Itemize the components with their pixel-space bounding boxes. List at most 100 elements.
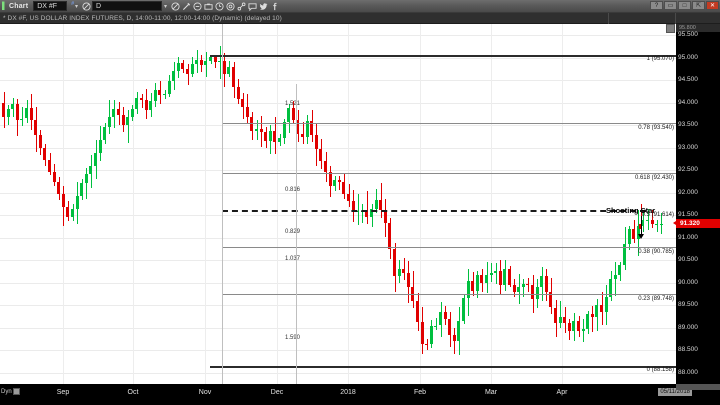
candle-body [218,61,222,63]
retracement-ratio-label: 1.037 [285,256,301,263]
candle-body [66,207,70,218]
axis-settings-button[interactable] [666,24,675,33]
minimize-button[interactable]: ▭ [664,1,677,10]
candle-body [80,182,84,196]
candle-body [586,313,590,330]
restore-button[interactable]: ⇱ [692,1,705,10]
candle-body [181,63,185,69]
main-toolbar: ▌ Chart DX #F # ▾ D ▾ [0,0,720,13]
twitter-icon[interactable] [258,1,269,12]
grid-line [0,170,676,172]
candle-body [172,71,176,81]
fib-level-line[interactable] [210,54,676,57]
candle-wick [435,317,437,331]
candle-body [232,66,235,88]
candle-body [319,148,323,162]
grid-line [0,102,676,104]
candle-body [636,225,640,239]
fib-level-line[interactable] [222,247,676,249]
comment-icon[interactable] [247,1,258,12]
candle-body [448,319,452,335]
candle-body [204,61,208,65]
candle-body [540,276,544,287]
grid-line [0,327,676,329]
candle-body [296,120,300,135]
candle-body [531,285,534,300]
candle-body [549,291,553,308]
facebook-icon[interactable] [269,1,280,12]
candle-body [439,311,442,326]
grid-line [0,237,676,239]
candle-body [590,313,594,318]
minus-box-icon[interactable] [192,1,203,12]
candle-body [600,305,603,313]
no-symbol-icon-2[interactable] [170,1,181,12]
clock-icon[interactable] [214,1,225,12]
symbol-input[interactable]: DX #F [33,1,68,11]
candle-body [397,268,401,276]
candle-body [609,279,613,297]
maximize-button[interactable]: □ [678,1,691,10]
time-axis[interactable]: Dyn Sep Oct Nov Dec 2018 Feb Mar Apr 05/11/2018 [0,384,720,405]
candle-body [52,171,56,182]
candle-body [112,108,116,117]
candle-body [595,305,599,318]
price-tick-label: 88.500 [678,346,698,354]
candle-body [255,128,258,132]
candle-body [581,329,585,332]
price-tick-label: 89.500 [678,301,698,309]
link-icon[interactable] [236,1,247,12]
fib-level-line[interactable] [222,294,676,296]
close-button[interactable]: ✕ [706,1,719,10]
chart-plot-area[interactable]: 1 (95.070) 0.78 (93.540) 0.618 (92.430) 0.5… [0,24,676,384]
candle-body [370,208,373,217]
window-controls: ? ▭ □ ⇱ ✕ [650,1,719,10]
candle-wick [362,203,364,223]
interval-value: D [96,2,102,10]
help-button[interactable]: ? [650,1,663,10]
dynamic-toggle-icon[interactable] [12,388,20,395]
candle-body [406,273,410,287]
fib-level-line[interactable] [210,365,676,368]
candle-body [38,134,42,148]
no-symbol-icon[interactable] [81,1,92,12]
candle-wick [656,220,658,232]
vertical-grid-line [491,24,492,384]
candle-body [135,98,139,109]
candle-body [84,173,88,183]
infobar-divider-2 [675,12,676,24]
fib-level-line[interactable] [222,123,676,125]
price-axis[interactable]: 95.800 95.500 95.000 94.500 94.000 93.500 93.… [666,24,720,384]
candle-body [383,210,387,224]
fib-level-label: 0.5 (91.614) [641,211,674,218]
candle-body [535,286,539,300]
candle-body [48,160,51,172]
candle-body [623,244,626,265]
candle-body [163,93,166,95]
candle-body [577,321,580,332]
vertical-grid-line [420,24,421,384]
fib-level-line[interactable] [222,210,646,213]
interval-dropdown-arrow-icon[interactable]: ▾ [164,3,168,10]
at-icon[interactable] [225,1,236,12]
camera-icon[interactable] [203,1,214,12]
price-tick-label: 95.000 [678,53,698,61]
candle-body [452,334,456,341]
dynamic-mode-badge[interactable]: Dyn [1,388,20,395]
candle-body [227,66,231,74]
symbol-dropdown-arrow-icon[interactable]: ▾ [75,3,79,10]
horizontal-scrollbar-thumb[interactable] [676,384,720,390]
pencil-icon[interactable] [181,1,192,12]
candle-body [379,199,383,211]
candle-body [2,102,5,117]
fib-level-line[interactable] [222,173,676,175]
price-tick-label: 92.500 [678,166,698,174]
candle-body [94,152,97,166]
candle-body [186,69,189,75]
candle-body [434,325,438,327]
candle-wick [560,301,562,328]
fib-vertical-guide-right [296,84,297,384]
candle-body [347,194,350,202]
interval-input[interactable]: D [92,1,163,11]
candle-body [117,108,120,116]
